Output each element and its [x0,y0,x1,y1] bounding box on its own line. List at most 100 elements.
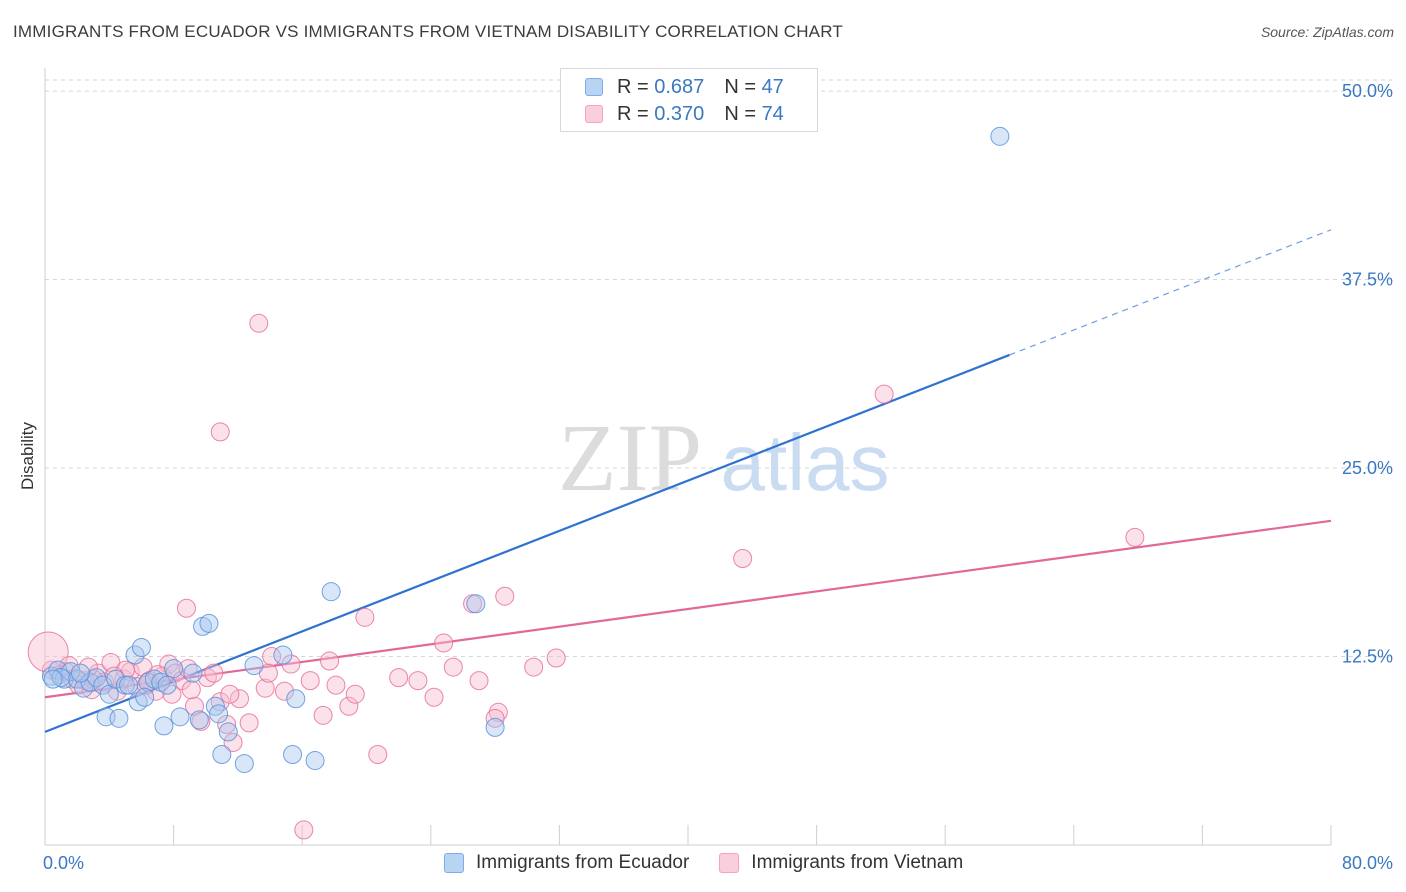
legend-r-label: R = [617,102,649,125]
data-point [170,707,190,727]
data-point [326,675,346,695]
data-point [283,745,303,765]
data-point [300,671,320,691]
data-point [495,586,515,606]
data-point [305,751,325,771]
data-point [1125,527,1145,547]
legend-n-label: N = [724,102,756,125]
data-point [119,675,139,695]
data-point [275,681,295,701]
data-point [546,648,566,668]
data-point [131,637,151,657]
data-point [339,696,359,716]
data-points [27,126,1145,840]
data-point [443,657,463,677]
data-point [220,684,240,704]
watermark-atlas: atlas [721,418,890,507]
data-point [368,745,388,765]
legend-r-label: R = [617,75,649,98]
data-point [434,633,454,653]
data-point [61,662,81,682]
data-point [125,645,145,665]
bottom-legend-swatch-vietnam [719,853,740,873]
data-point [249,313,269,333]
data-point [990,126,1010,146]
watermark: ZIP atlas [558,404,889,511]
data-point [345,684,365,704]
bottom-legend-label-ecuador: Immigrants from Ecuador [476,852,690,873]
x-tick-label: 80.0% [1342,853,1393,873]
data-point [408,671,428,691]
data-point [181,680,201,700]
y-axis-label: Disability [18,421,37,490]
trend-line [44,519,1332,699]
data-point [286,689,306,709]
axes [44,68,1332,846]
data-point [355,607,375,627]
bottom-legend-vietnam: Immigrants from Vietnam [719,852,963,874]
data-point [234,754,254,774]
y-tick-label: 37.5% [1342,270,1393,290]
bottom-legend-swatch-ecuador [444,853,464,873]
data-point [466,594,486,614]
legend-swatch-vietnam [585,105,603,123]
legend-r-value: 0.370 [654,102,705,125]
data-point [157,675,177,695]
data-point [524,657,544,677]
data-point [733,549,753,569]
watermark-zip: ZIP [558,404,702,511]
legend-n-value: 74 [761,102,784,125]
data-point [485,717,505,737]
legend: R = 0.687 N = 47 R = 0.370 N = 74 [560,68,818,132]
legend-swatch-ecuador [585,78,603,96]
chart-title: IMMIGRANTS FROM ECUADOR VS IMMIGRANTS FR… [13,22,843,41]
legend-row-vietnam: R = 0.370 N = 74 [585,102,784,126]
data-point [43,669,63,689]
data-point [209,704,229,724]
y-tick-label: 50.0% [1342,81,1393,101]
data-point [51,668,71,688]
data-point [217,714,237,734]
source-label: Source: ZipAtlas.com [1260,24,1394,40]
bottom-legend: Immigrants from Ecuador Immigrants from … [444,852,993,874]
data-point [183,663,203,683]
data-point [154,716,174,736]
data-point [106,669,126,689]
bottom-legend-label-vietnam: Immigrants from Vietnam [751,852,964,873]
legend-n-value: 47 [761,75,784,98]
legend-n-label: N = [724,75,756,98]
data-point [212,745,232,765]
data-point [424,687,444,707]
data-point [230,689,250,709]
trend-line-extension [1009,229,1332,356]
y-tick-label: 25.0% [1342,458,1393,478]
data-point [162,684,182,704]
bottom-legend-ecuador: Immigrants from Ecuador [444,852,689,874]
data-point [320,651,340,671]
data-point [223,732,243,752]
legend-r-value: 0.687 [654,75,705,98]
data-point [255,678,275,698]
data-point [176,598,196,618]
data-point [313,705,333,725]
data-point [86,668,106,688]
data-point [389,668,409,688]
data-point [204,663,224,683]
data-point [218,722,238,742]
data-point [189,710,209,730]
data-point [488,702,508,722]
legend-row-ecuador: R = 0.687 N = 47 [585,75,784,99]
data-point [874,384,894,404]
x-tick-label: 0.0% [43,853,84,873]
gridlines [45,79,1392,658]
data-point [205,696,225,716]
data-point [210,422,230,442]
data-point [199,613,219,633]
data-point [273,645,293,665]
y-tick-label: 12.5% [1342,647,1393,667]
data-point [70,663,90,683]
data-point [294,820,314,840]
data-point [164,659,184,679]
data-point [109,708,129,728]
